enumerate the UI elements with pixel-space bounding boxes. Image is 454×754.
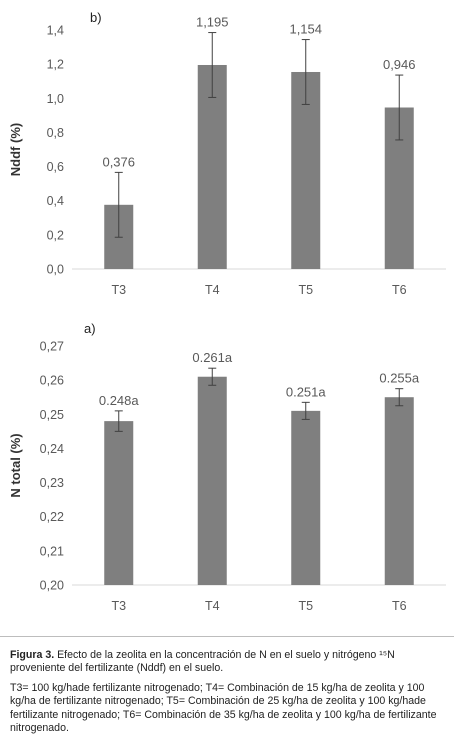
y-tick-label: 0,0: [47, 263, 64, 277]
figure-canvas: b) Nddf (%) 0,0 0,2 0,4 0,6 0,8 1,0 1,2 1,4 0,376 T…: [8, 10, 446, 613]
data-label: 0.261a: [192, 350, 233, 365]
caption-text: Efecto de la zeolita en la concentración…: [10, 649, 395, 675]
y-tick-label: 0,25: [40, 408, 64, 422]
bar: [384, 397, 414, 585]
y-tick-label: 1,0: [47, 92, 64, 106]
x-tick-label: T6: [392, 283, 407, 297]
bar: [104, 421, 134, 585]
bar: [197, 64, 227, 269]
x-tick-label: T6: [392, 599, 407, 613]
panel-label: b): [90, 10, 102, 25]
data-label: 0.251a: [286, 384, 327, 399]
y-tick-label: 0,24: [40, 442, 64, 456]
bar: [291, 410, 321, 585]
x-tick-label: T3: [111, 283, 126, 297]
y-tick-label: 0,2: [47, 228, 64, 242]
y-tick-label: 0,6: [47, 160, 64, 174]
y-tick-label: 0,22: [40, 510, 64, 524]
data-label: 0.255a: [379, 371, 420, 386]
y-tick-label: 0,20: [40, 579, 64, 593]
y-axis-label: Nddf (%): [8, 123, 23, 176]
data-label: 1,154: [289, 22, 322, 37]
x-tick-label: T5: [298, 599, 313, 613]
data-label: 0.248a: [99, 393, 140, 408]
caption-main: Figura 3. Efecto de la zeolita en la con…: [10, 649, 446, 676]
y-tick-label: 0,8: [47, 126, 64, 140]
x-tick-label: T3: [111, 599, 126, 613]
y-tick-label: 0,4: [47, 194, 64, 208]
chart-n-total: a) N total (%) 0,20 0,21 0,22 0,23 0,24 0,25 0,2…: [8, 321, 446, 613]
data-label: 1,195: [196, 15, 229, 30]
x-tick-label: T5: [298, 283, 313, 297]
figure-caption: Figura 3. Efecto de la zeolita en la con…: [10, 649, 446, 741]
chart-nddf: b) Nddf (%) 0,0 0,2 0,4 0,6 0,8 1,0 1,2 1,4 0,376 T…: [8, 10, 446, 297]
x-tick-label: T4: [205, 599, 220, 613]
caption-label: Figura 3.: [10, 649, 55, 661]
y-tick-label: 0,21: [40, 544, 64, 558]
y-axis-label: N total (%): [8, 433, 23, 497]
caption-divider: [0, 636, 454, 637]
y-tick-label: 1,2: [47, 58, 64, 72]
panel-label: a): [84, 321, 96, 336]
bar: [197, 376, 227, 585]
x-tick-label: T4: [205, 283, 220, 297]
data-label: 0,376: [102, 154, 135, 169]
caption-notes: T3= 100 kg/hade fertilizante nitrogenado…: [10, 681, 437, 735]
y-tick-label: 0,23: [40, 476, 64, 490]
y-tick-label: 0,27: [40, 340, 64, 354]
data-label: 0,946: [383, 57, 416, 72]
y-tick-label: 0,26: [40, 374, 64, 388]
y-tick-label: 1,4: [47, 24, 64, 38]
